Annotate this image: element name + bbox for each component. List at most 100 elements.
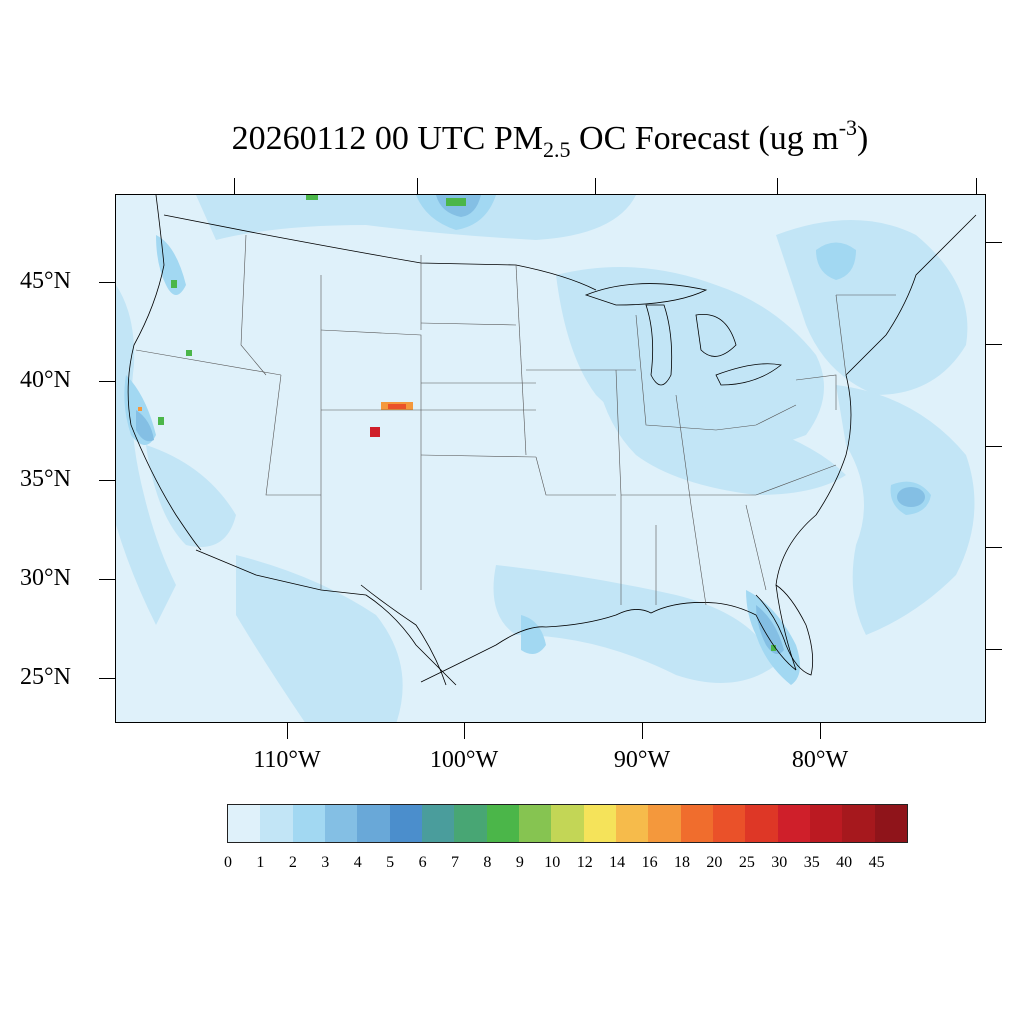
- top-tick: [777, 178, 779, 194]
- florida-core: [756, 605, 784, 654]
- lat-label: 35°N: [20, 466, 71, 492]
- state-line: [675, 394, 707, 606]
- state-line: [745, 504, 767, 591]
- wa-green: [171, 280, 177, 288]
- lat-label: 40°N: [20, 367, 71, 393]
- west-coast: [127, 195, 202, 551]
- colorado-hotspots: [138, 402, 413, 437]
- colorbar-label: 2: [288, 854, 297, 871]
- colorbar-swatch: [357, 805, 390, 842]
- atlantic-core: [897, 487, 925, 507]
- map-plot-area: [115, 194, 986, 723]
- bottom-tick: [287, 723, 289, 739]
- colorbar-swatch: [518, 805, 552, 842]
- colorbar-label: 12: [576, 854, 593, 871]
- colorbar-swatch: [842, 805, 875, 842]
- left-tick: [99, 480, 115, 482]
- forecast-field-svg: [116, 195, 985, 722]
- state-line: [420, 322, 517, 326]
- colorbar-swatch: [421, 805, 455, 842]
- colorbar-label: 35: [803, 854, 820, 871]
- colorbar-swatch: [712, 805, 746, 842]
- right-tick: [986, 446, 1002, 448]
- lon-label: 110°W: [253, 747, 321, 773]
- hotspot-strip-core: [388, 404, 406, 409]
- texas-coast: [521, 615, 546, 654]
- colorbar-swatch: [551, 805, 584, 842]
- colorbar-label: 10: [544, 854, 561, 871]
- colorbar-swatch: [228, 805, 261, 842]
- left-tick: [99, 579, 115, 581]
- lake-huron: [695, 313, 737, 357]
- lon-label: 80°W: [791, 747, 849, 773]
- state-line: [135, 349, 282, 376]
- colorbar-label: 16: [641, 854, 658, 871]
- florida-outline: [755, 584, 814, 676]
- mexico-border: [195, 549, 457, 686]
- colorbar-swatch: [324, 805, 358, 842]
- ca-core: [136, 410, 154, 442]
- colorbar-label: 4: [353, 854, 362, 871]
- left-tick: [99, 282, 115, 284]
- colorbar-label: 30: [771, 854, 788, 871]
- colorbar-swatch: [680, 805, 713, 842]
- colorbar-swatch: [583, 805, 616, 842]
- top-tick: [595, 178, 597, 194]
- state-line: [320, 329, 422, 455]
- fl-green: [771, 645, 776, 651]
- pacific-coast-band: [116, 285, 176, 625]
- top-tick: [417, 178, 419, 194]
- state-line: [265, 374, 321, 496]
- canada-border: [163, 214, 597, 291]
- colorbar-swatch: [615, 805, 649, 842]
- ca-hotspot: [138, 407, 142, 411]
- colorbar-labels: 0 1 2 3 4 5 6 7 8 9 10 12 14 16 18 20 25 30 35 40 45: [224, 854, 908, 874]
- colorbar-swatch: [745, 805, 778, 842]
- colorbar-label: 20: [706, 854, 723, 871]
- title-superscript: -3: [838, 115, 858, 140]
- northeast-plume: [816, 242, 856, 280]
- top-tick: [976, 178, 978, 194]
- state-line: [635, 314, 717, 431]
- lat-label: 45°N: [20, 268, 71, 294]
- colorbar-label: 25: [738, 854, 755, 871]
- right-tick: [986, 344, 1002, 346]
- bottom-tick: [464, 723, 466, 739]
- or-green: [186, 350, 192, 356]
- state-line: [420, 454, 537, 458]
- map-title: 20260112 00 UTC PM2.5 OC Forecast (ug m-…: [0, 117, 1024, 161]
- canada-band: [196, 195, 636, 240]
- state-line: [621, 464, 837, 496]
- state-line: [715, 404, 797, 431]
- colorbar-swatch: [777, 805, 810, 842]
- state-line: [240, 234, 267, 376]
- right-tick: [986, 242, 1002, 244]
- colorbar-label: 40: [836, 854, 853, 871]
- left-tick: [99, 678, 115, 680]
- colorbar: [227, 804, 908, 843]
- colorbar-swatch: [260, 805, 293, 842]
- colorbar-label: 7: [451, 854, 459, 871]
- colorbar-label: 3: [321, 854, 330, 871]
- right-tick: [986, 649, 1002, 651]
- title-mid: OC Forecast (ug m: [570, 120, 839, 157]
- southwest-region: [146, 445, 236, 547]
- right-tick: [986, 547, 1002, 549]
- colorbar-swatch: [454, 805, 487, 842]
- lat-label: 30°N: [20, 565, 71, 591]
- state-line: [835, 294, 847, 376]
- colorbar-label: 9: [515, 854, 524, 871]
- colorbar-label: 14: [609, 854, 626, 871]
- colorbar-label: 5: [386, 854, 395, 871]
- lake-superior: [584, 283, 708, 306]
- title-main: 20260112 00 UTC PM: [231, 120, 544, 157]
- mexico-region: [236, 555, 403, 722]
- colorbar-label: 0: [224, 854, 232, 871]
- colorbar-swatch: [809, 805, 843, 842]
- gulf-coast: [420, 602, 797, 683]
- colorbar-label: 45: [868, 854, 885, 871]
- boundaries: [127, 195, 977, 686]
- rio-grande: [360, 584, 447, 686]
- colorbar-swatch: [874, 805, 907, 842]
- ca-green: [158, 417, 164, 425]
